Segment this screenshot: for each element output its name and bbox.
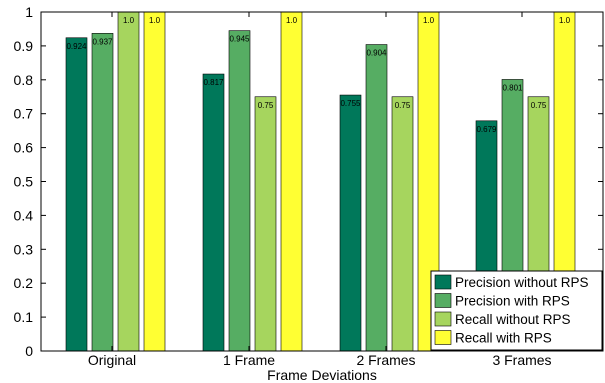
y-tick-label: 0.2	[14, 275, 34, 291]
data-labels-group: 0.924 0.937 1.0 1.0 0.817 0.945 0.75 1.0 0.755 0.…	[66, 16, 570, 134]
y-tick-label: 0.4	[14, 207, 34, 223]
bar-value-label: 0.945	[229, 35, 250, 44]
y-tick-label: 0.7	[14, 106, 34, 122]
bar	[65, 37, 88, 352]
bar	[339, 94, 362, 352]
x-tick-label: 2 Frames	[356, 352, 415, 368]
bar	[280, 11, 303, 352]
bar	[202, 73, 225, 352]
bar-value-label: 1.0	[559, 16, 571, 25]
bar-value-label: 0.924	[66, 42, 87, 51]
bar	[391, 96, 414, 352]
bar-value-label: 0.679	[476, 125, 497, 134]
y-tick-label: 0.8	[14, 72, 34, 88]
bar-value-label: 0.75	[531, 101, 547, 110]
y-tick-label: 0.6	[14, 140, 34, 156]
y-tick-label: 0.9	[14, 38, 34, 54]
bar	[91, 33, 114, 352]
bar-value-label: 1.0	[149, 16, 161, 25]
bar-value-label: 0.75	[258, 101, 274, 110]
bar-value-label: 0.801	[502, 83, 523, 92]
legend-swatch	[434, 330, 452, 345]
legend-swatch	[434, 293, 452, 308]
bar-value-label: 1.0	[286, 16, 298, 25]
bar-value-label: 1.0	[423, 16, 435, 25]
y-tick-label: 0.5	[14, 174, 34, 190]
x-tick-label: 3 Frames	[492, 352, 551, 368]
bars-group	[65, 11, 576, 352]
y-tick-label: 0.1	[14, 309, 34, 325]
bar	[117, 11, 140, 352]
bar-value-label: 0.75	[395, 101, 411, 110]
x-tick-label: Original	[88, 352, 136, 368]
legend-swatch	[434, 311, 452, 327]
bar-value-label: 1.0	[123, 16, 135, 25]
bar	[365, 44, 388, 352]
bar	[143, 11, 166, 352]
legend-swatch	[434, 274, 452, 290]
legend-entry-label: Precision without RPS	[455, 275, 589, 290]
bar-value-label: 0.904	[366, 49, 387, 58]
x-tick-label: 1 Frame	[223, 352, 275, 368]
legend-entry-label: Recall with RPS	[455, 331, 552, 346]
y-axis: 0 0.1 0.2 0.3 0.4 0.5 0.6 0.7 0.8 0.9 1	[14, 4, 603, 359]
bar-value-label: 0.937	[92, 37, 113, 46]
bar	[254, 96, 277, 352]
x-axis-label: Frame Deviations	[267, 367, 377, 383]
bar-value-label: 0.755	[340, 99, 361, 108]
bar-value-label: 0.817	[203, 78, 224, 87]
y-tick-label: 1	[25, 4, 33, 20]
y-tick-label: 0	[25, 343, 33, 359]
legend-entry-label: Recall without RPS	[455, 312, 571, 327]
y-tick-label: 0.3	[14, 241, 34, 257]
x-axis: Original 1 Frame 2 Frames 3 Frames	[88, 12, 552, 368]
legend-entry-label: Precision with RPS	[455, 294, 570, 309]
legend: Precision without RPS Precision with RPS R…	[430, 270, 603, 351]
bar	[228, 30, 251, 352]
legend-box	[430, 270, 603, 351]
